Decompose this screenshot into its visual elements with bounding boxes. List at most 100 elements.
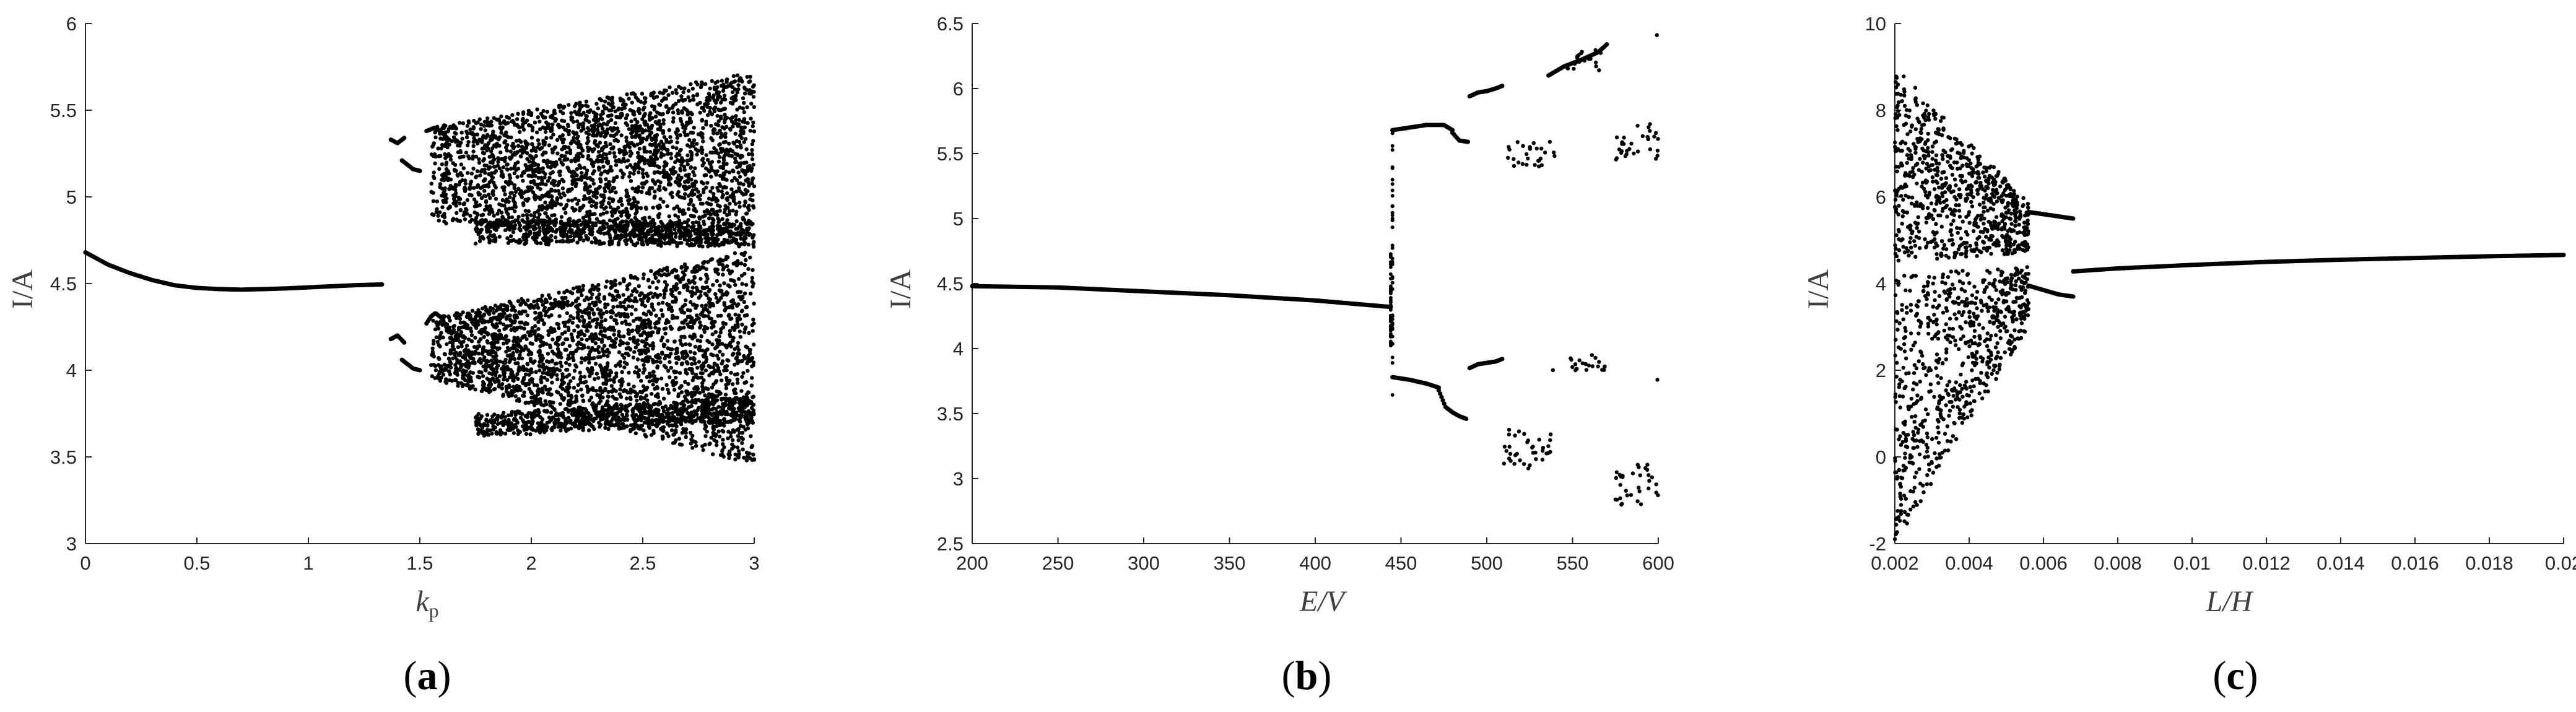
panel-a-point bbox=[666, 110, 670, 115]
panel-a-point bbox=[576, 296, 580, 301]
panel-a-point bbox=[581, 121, 586, 126]
panel-a-point bbox=[662, 135, 667, 139]
panel-a-point bbox=[739, 309, 744, 314]
panel-a-point bbox=[752, 342, 756, 347]
panel-a-point bbox=[739, 129, 743, 133]
panel-a-point bbox=[591, 181, 596, 186]
panel-a-point bbox=[750, 276, 755, 280]
panel-a-point bbox=[518, 129, 522, 134]
panel-a-point bbox=[599, 315, 604, 319]
panel-a-point bbox=[638, 389, 643, 394]
panel-a-point bbox=[642, 349, 646, 353]
panel-a-point bbox=[688, 350, 693, 354]
panel-a-point bbox=[503, 192, 507, 197]
panel-a-point bbox=[626, 345, 631, 350]
panel-a-point bbox=[493, 303, 498, 308]
panel-a-point bbox=[690, 371, 695, 375]
panel-a-point bbox=[698, 201, 703, 206]
panel-a-point bbox=[562, 206, 567, 211]
panel-a-point bbox=[707, 300, 711, 305]
panel-a-point bbox=[657, 272, 661, 277]
panel-a-point bbox=[707, 216, 711, 220]
panel-a-point bbox=[553, 298, 557, 302]
panel-a-point bbox=[736, 170, 741, 175]
panel-a-point bbox=[459, 155, 464, 159]
panel-a-point bbox=[655, 286, 659, 290]
panel-a-point bbox=[636, 150, 640, 155]
panel-a-point bbox=[466, 171, 470, 175]
panel-a-point bbox=[689, 157, 694, 162]
panel-a-point bbox=[580, 171, 584, 175]
panel-a-point bbox=[711, 283, 715, 287]
panel-a-point bbox=[468, 214, 472, 218]
panel-a-point bbox=[512, 183, 516, 188]
panel-a-point bbox=[750, 364, 754, 368]
panel-a-point bbox=[715, 443, 719, 448]
panel-a-point bbox=[523, 163, 528, 167]
panel-a-point bbox=[570, 291, 575, 295]
panel-a-point bbox=[402, 340, 407, 345]
panel-a-point bbox=[616, 107, 620, 112]
panel-a-point bbox=[616, 362, 621, 366]
panel-a-point bbox=[536, 163, 541, 167]
panel-a-y-tick-label: 4 bbox=[66, 360, 77, 381]
panel-a-point bbox=[478, 173, 482, 178]
panel-a-point bbox=[642, 363, 646, 367]
panel-a-point bbox=[527, 386, 531, 391]
panel-a-point bbox=[750, 148, 754, 152]
panel-a-point bbox=[461, 376, 465, 380]
panel-a-point bbox=[575, 342, 580, 347]
panel-a-point bbox=[441, 335, 445, 340]
panel-a-point bbox=[707, 196, 711, 201]
panel-a-point bbox=[507, 360, 511, 365]
panel-a-point bbox=[742, 101, 746, 105]
panel-a-point bbox=[646, 298, 650, 303]
panel-a-point bbox=[579, 360, 583, 365]
panel-a-point bbox=[645, 135, 650, 139]
panel-a-point bbox=[674, 154, 679, 158]
panel-a-point bbox=[627, 370, 631, 375]
panel-a-point bbox=[458, 208, 463, 212]
panel-a-point bbox=[619, 395, 624, 399]
panel-a-point bbox=[721, 321, 726, 325]
panel-a-point bbox=[630, 329, 634, 334]
panel-a-point bbox=[604, 210, 609, 215]
panel-a-point bbox=[729, 269, 734, 274]
panel-a-point bbox=[480, 147, 484, 151]
panel-a-point bbox=[694, 440, 698, 445]
panel-a-point bbox=[594, 371, 599, 376]
panel-a-point bbox=[704, 280, 708, 284]
panel-a-point bbox=[690, 87, 695, 91]
panel-a-point bbox=[695, 92, 700, 97]
panel-a-point bbox=[669, 292, 674, 297]
panel-a-point bbox=[599, 172, 603, 176]
panel-a-point bbox=[580, 331, 585, 336]
panel-a-point bbox=[547, 387, 552, 391]
panel-a-point bbox=[435, 124, 440, 129]
panel-a-point bbox=[488, 196, 492, 201]
panel-a-point bbox=[721, 155, 726, 160]
panel-a-point bbox=[500, 336, 505, 341]
panel-a-point bbox=[724, 386, 729, 391]
panel-a-point bbox=[564, 360, 568, 365]
panel-a-point bbox=[534, 130, 539, 135]
panel-a-point bbox=[517, 310, 521, 315]
panel-a-point bbox=[564, 211, 568, 215]
panel-a-point bbox=[516, 299, 521, 303]
panel-a-point bbox=[692, 274, 697, 279]
panel-a-point bbox=[588, 306, 593, 311]
panel-a-point bbox=[710, 326, 714, 330]
panel-a-point bbox=[450, 331, 454, 336]
panel-a-point bbox=[677, 183, 682, 188]
panel-a-point bbox=[451, 344, 455, 349]
panel-a-point bbox=[562, 290, 567, 295]
panel-a-point bbox=[642, 113, 646, 118]
panel-a-point bbox=[629, 92, 634, 96]
panel-a-point bbox=[752, 321, 756, 326]
panel-a-point bbox=[744, 160, 749, 165]
panel-a-point bbox=[490, 306, 495, 311]
panel-a-point bbox=[716, 298, 721, 303]
panel-a-point bbox=[559, 364, 564, 368]
